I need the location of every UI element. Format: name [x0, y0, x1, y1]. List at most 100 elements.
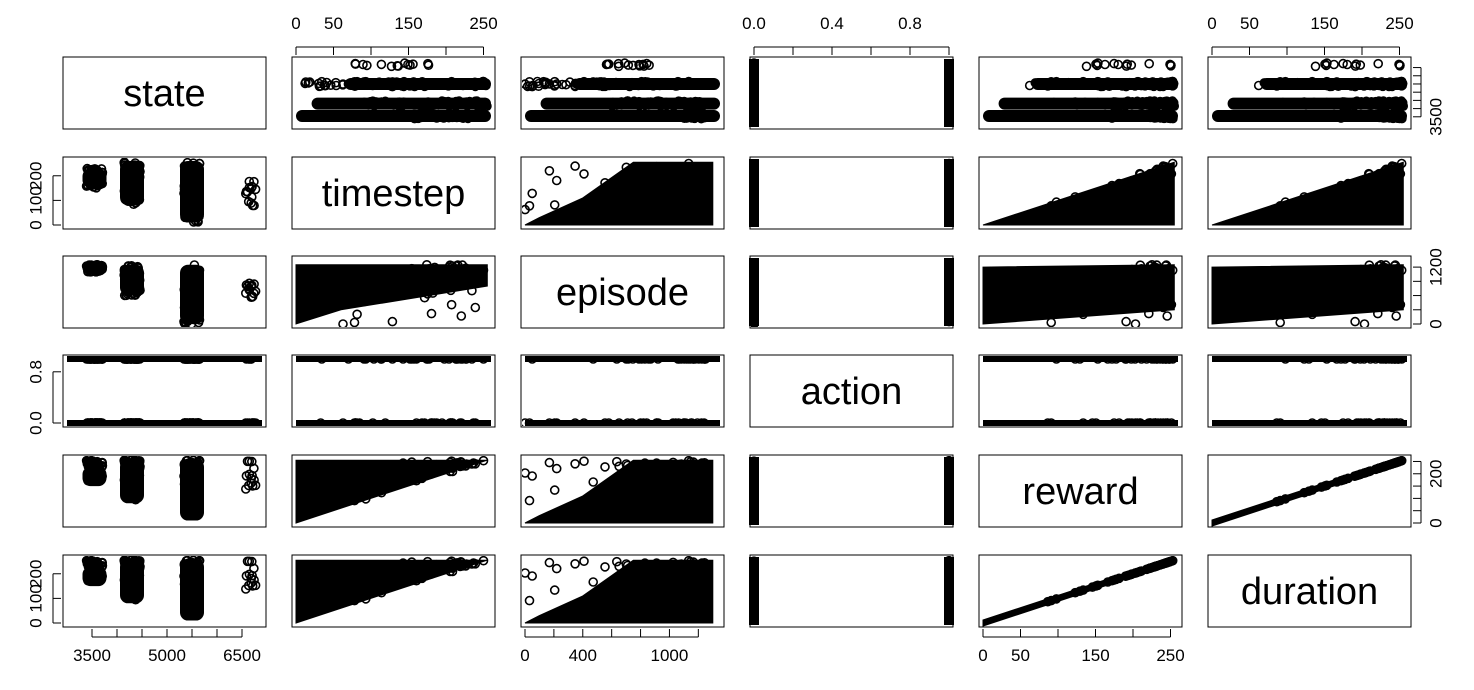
scatter-point	[241, 186, 252, 197]
scatter-point	[343, 268, 354, 279]
scatter-point	[674, 203, 685, 213]
scatter-point	[595, 77, 605, 87]
scatter-point	[194, 494, 204, 504]
scatter-point	[1144, 418, 1154, 426]
tick-label: 150	[394, 14, 422, 33]
variable-label-state: state	[123, 73, 205, 115]
scatter-point	[349, 317, 360, 327]
scatter-point	[315, 269, 326, 280]
scatter-point	[1153, 560, 1163, 571]
scatter-point	[119, 575, 130, 585]
scatter-point	[751, 575, 759, 585]
scatter-point	[410, 100, 421, 110]
scatter-point	[1382, 460, 1392, 471]
scatter-point	[446, 418, 456, 426]
scatter-point	[1087, 280, 1098, 290]
scatter-point	[470, 558, 481, 569]
panel-frame-timestep-vs-duration	[1207, 156, 1412, 230]
scatter-point	[393, 61, 404, 71]
scatter-point	[131, 186, 142, 196]
scatter-point	[247, 556, 257, 567]
panel-frame-timestep-vs-reward	[978, 156, 1183, 230]
scatter-point	[132, 195, 143, 206]
scatter-point	[944, 162, 952, 173]
scatter-point	[1081, 61, 1092, 72]
scatter-point	[675, 96, 685, 107]
scatter-point	[522, 81, 533, 92]
scatter-point	[628, 487, 638, 498]
scatter-point	[405, 285, 415, 295]
scatter-point	[623, 469, 634, 480]
points-state-vs-duration	[1253, 58, 1408, 124]
scatter-point	[599, 77, 609, 87]
scatter-point	[92, 263, 102, 274]
panel-frame-state-vs-duration	[1207, 56, 1412, 130]
scatter-point	[1299, 192, 1309, 202]
scatter-point	[579, 456, 589, 467]
scatter-point	[944, 580, 952, 591]
scatter-point	[751, 456, 759, 466]
scatter-point	[1162, 77, 1173, 88]
scatter-point	[524, 595, 535, 606]
scatter-point	[451, 356, 461, 364]
scatter-point	[1124, 200, 1135, 211]
scatter-point	[120, 281, 130, 292]
scatter-point	[131, 584, 141, 595]
scatter-point	[621, 162, 632, 173]
scatter-point	[1370, 356, 1381, 364]
scatter-point	[423, 58, 433, 69]
scatter-point	[751, 212, 759, 222]
scatter-point	[685, 78, 695, 89]
scatter-point	[367, 268, 378, 279]
scatter-point	[338, 468, 348, 478]
scatter-point	[81, 181, 92, 191]
scatter-point	[692, 174, 703, 185]
scatter-point	[680, 178, 691, 189]
point-mass-action-vs-timestep-bar-0	[296, 420, 491, 426]
scatter-point	[534, 78, 544, 89]
tick-label: 0	[1426, 518, 1445, 527]
scatter-point	[180, 178, 190, 188]
scatter-point	[350, 418, 361, 426]
scatter-point	[359, 577, 369, 587]
scatter-point	[1160, 275, 1171, 286]
scatter-point	[350, 81, 360, 91]
scatter-point	[549, 76, 560, 87]
scatter-point	[1320, 59, 1330, 69]
scatter-point	[380, 275, 391, 286]
scatter-point	[944, 177, 952, 187]
scatter-point	[1103, 356, 1113, 364]
scatter-point	[1133, 77, 1143, 87]
scatter-point	[1278, 97, 1288, 108]
scatter-point	[604, 418, 614, 426]
scatter-point	[81, 356, 92, 364]
scatter-point	[613, 58, 624, 69]
scatter-point	[350, 475, 361, 485]
scatter-point	[1391, 311, 1401, 321]
scatter-point	[1127, 97, 1138, 107]
scatter-point	[623, 569, 634, 580]
scatter-point	[1382, 418, 1392, 426]
scatter-point	[944, 280, 952, 291]
scatter-point	[634, 171, 644, 182]
points-action-vs-state	[81, 356, 261, 426]
scatter-point	[1075, 356, 1085, 364]
scatter-point	[603, 581, 614, 591]
scatter-point	[405, 569, 415, 580]
scatter-point	[1145, 261, 1155, 271]
scatter-point	[1130, 568, 1141, 578]
scatter-point	[1353, 284, 1364, 294]
scatter-point	[1304, 203, 1314, 213]
scatter-point	[1111, 181, 1121, 192]
scatter-point	[1136, 356, 1147, 364]
scatter-point	[688, 457, 699, 467]
bottom-axis-episode: 0 400 1000	[520, 629, 699, 665]
scatter-point	[134, 172, 145, 182]
scatter-point	[1126, 182, 1137, 193]
scatter-point	[409, 356, 419, 364]
scatter-point	[1075, 203, 1085, 213]
scatter-point	[411, 266, 422, 276]
scatter-point	[130, 480, 141, 491]
point-mass-action-vs-timestep-bar-1	[296, 356, 491, 362]
